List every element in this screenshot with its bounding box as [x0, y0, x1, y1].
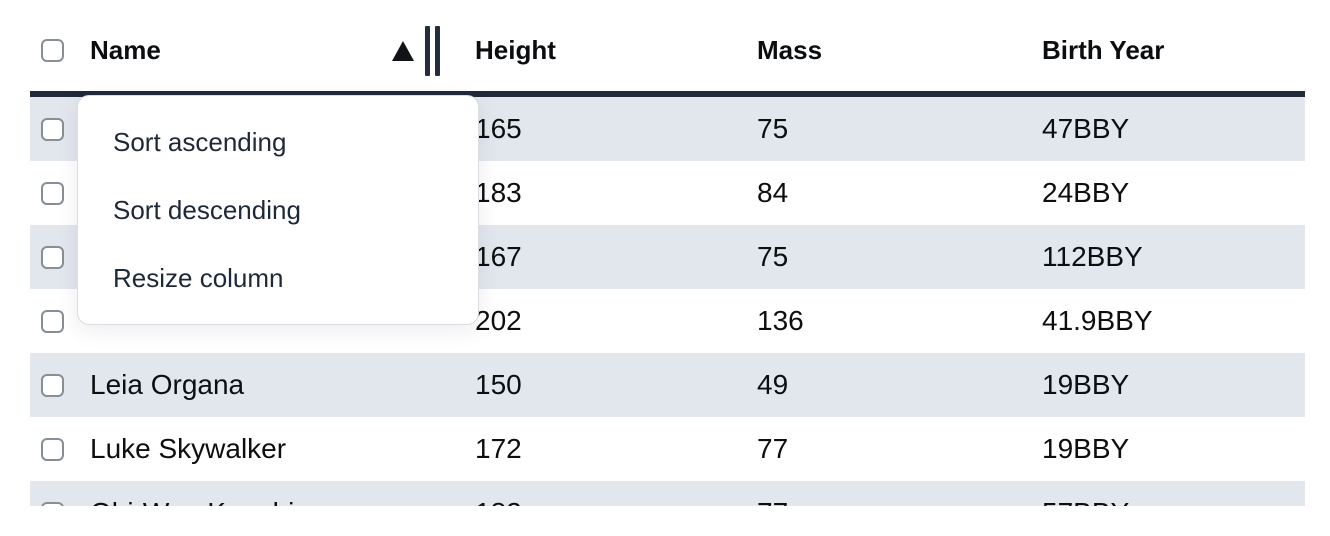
table-row: Luke Skywalker 172 77 19BBY — [30, 417, 1305, 481]
cell-mass: 49 — [757, 369, 789, 400]
row-select-checkbox[interactable] — [41, 181, 64, 205]
cell-height: 172 — [475, 433, 522, 464]
cell-name: Leia Organa — [90, 369, 245, 400]
cell-height: 202 — [475, 305, 522, 336]
table-header-row: Name Height Mass Birth Year — [30, 0, 1305, 97]
table-row: 183 84 24BBY — [30, 161, 1305, 225]
column-header-birth-year[interactable]: Birth Year — [1042, 35, 1165, 65]
row-select-checkbox[interactable] — [41, 373, 64, 397]
cell-name: Obi-Wan Kenobi — [78, 497, 475, 506]
row-select-checkbox[interactable] — [41, 437, 64, 461]
cell-name: Luke Skywalker — [90, 433, 287, 464]
cell-height: 183 — [475, 177, 522, 208]
menu-item-sort-descending[interactable]: Sort descending — [113, 194, 301, 225]
cell-mass: 84 — [757, 177, 789, 208]
menu-item-resize-column[interactable]: Resize column — [113, 262, 284, 293]
select-all-checkbox[interactable] — [41, 39, 64, 62]
column-resize-handle[interactable] — [425, 25, 440, 76]
cell-mass: 75 — [757, 113, 789, 144]
row-select-checkbox[interactable] — [41, 309, 64, 333]
cell-birth-year: 19BBY — [1042, 433, 1130, 464]
row-select-checkbox[interactable] — [41, 501, 64, 506]
table-row: 202 136 41.9BBY — [30, 289, 1305, 353]
cell-birth-year: 19BBY — [1042, 369, 1130, 400]
cell-birth-year: 57BBY — [1042, 497, 1305, 506]
select-all-cell — [30, 39, 78, 62]
row-select-checkbox[interactable] — [41, 117, 64, 141]
column-header-height[interactable]: Height — [475, 35, 556, 65]
data-table: Name Height Mass Birth Year 165 75 47BBY… — [30, 0, 1305, 506]
cell-height: 167 — [475, 241, 522, 272]
cell-mass: 77 — [757, 433, 789, 464]
column-context-menu: Sort ascending Sort descending Resize co… — [77, 95, 479, 325]
column-header-mass[interactable]: Mass — [757, 35, 823, 65]
row-select-checkbox[interactable] — [41, 245, 64, 269]
cell-mass: 136 — [757, 305, 804, 336]
cell-birth-year: 47BBY — [1042, 113, 1130, 144]
cell-birth-year: 112BBY — [1042, 241, 1143, 272]
cell-height: 182 — [475, 497, 757, 506]
cell-height: 150 — [475, 369, 522, 400]
menu-item-sort-ascending[interactable]: Sort ascending — [113, 126, 287, 157]
table-row: Leia Organa 150 49 19BBY — [30, 353, 1305, 417]
column-header-name[interactable]: Name — [78, 10, 475, 91]
sort-ascending-icon — [392, 40, 414, 61]
cell-mass: 75 — [757, 241, 789, 272]
cell-height: 165 — [475, 113, 522, 144]
cell-birth-year: 24BBY — [1042, 177, 1130, 208]
cell-mass: 77 — [757, 497, 1042, 506]
table-row: Obi-Wan Kenobi 182 77 57BBY — [30, 481, 1305, 506]
cell-birth-year: 41.9BBY — [1042, 305, 1153, 336]
column-header-name-label: Name — [90, 35, 161, 65]
